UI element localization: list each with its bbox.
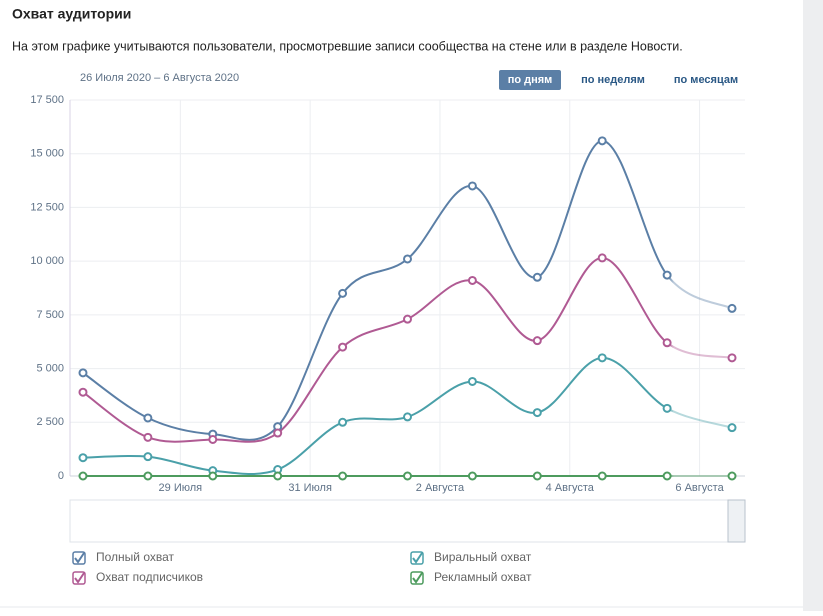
point: [662, 270, 672, 280]
point: [143, 452, 153, 462]
subtitle: На этом графике учитываются пользователи…: [12, 39, 683, 53]
button[interactable]: по месяцам: [674, 74, 738, 86]
navigator-window[interactable]: [727, 499, 746, 543]
x-tick-label: 4 Августа: [546, 482, 595, 494]
point: [662, 471, 672, 481]
y-tick-label: 0: [58, 470, 64, 482]
point: [78, 471, 88, 481]
point: [662, 338, 672, 348]
legend-label: Виральный охват: [434, 550, 532, 564]
button[interactable]: по дням: [508, 74, 553, 86]
legend-label: Охват подписчиков: [96, 570, 203, 584]
point: [403, 314, 412, 324]
point: [403, 412, 412, 422]
y-tick-label: 15 000: [30, 148, 64, 160]
date-range: 26 Июля 2020 – 6 Августа 2020: [80, 72, 239, 84]
x-tick-label: 29 Июля: [159, 482, 203, 494]
point: [208, 434, 218, 444]
point: [532, 471, 542, 481]
legend-check: [412, 552, 423, 564]
point: [597, 253, 607, 263]
point: [338, 471, 348, 481]
legend-check: [74, 572, 85, 584]
y-tick-label: 5 000: [36, 362, 64, 374]
button-active[interactable]: [499, 70, 561, 90]
point: [727, 423, 737, 433]
legend-check: [74, 552, 85, 564]
point: [597, 471, 607, 481]
point: [143, 471, 153, 481]
navigator[interactable]: [69, 499, 746, 543]
legend-check: [412, 572, 423, 584]
point: [467, 275, 477, 285]
point: [597, 136, 607, 146]
point: [338, 342, 348, 352]
point: [727, 353, 737, 363]
point: [273, 471, 283, 481]
title: Охват аудитории: [12, 6, 131, 22]
point: [727, 471, 737, 481]
x-tick-label: 31 Июля: [288, 482, 332, 494]
point: [78, 453, 88, 463]
point: [143, 413, 153, 423]
x-tick-label: 2 Августа: [416, 482, 465, 494]
point: [467, 471, 477, 481]
point: [338, 417, 348, 427]
point: [532, 336, 542, 346]
y-tick-label: 10 000: [30, 255, 64, 267]
series-line: [82, 256, 733, 443]
side-strip: [803, 0, 823, 611]
point: [78, 387, 88, 397]
point: [532, 408, 542, 418]
point: [208, 471, 218, 481]
y-tick-label: 12 500: [30, 201, 64, 213]
point: [403, 254, 412, 264]
point: [78, 368, 88, 378]
legend-label: Полный охват: [96, 550, 175, 564]
y-tick-label: 17 500: [30, 94, 64, 106]
x-tick-label: 6 Августа: [675, 482, 724, 494]
point: [467, 376, 477, 386]
y-tick-label: 2 500: [36, 416, 64, 428]
point: [273, 428, 283, 438]
point: [662, 403, 672, 413]
point: [143, 432, 153, 442]
point: [597, 353, 607, 363]
legend-label: Рекламный охват: [434, 570, 532, 584]
point: [467, 181, 477, 191]
point: [532, 272, 542, 282]
y-tick-label: 7 500: [36, 309, 64, 321]
button[interactable]: по неделям: [581, 74, 645, 86]
point: [727, 303, 737, 313]
point: [403, 471, 412, 481]
point: [338, 288, 348, 298]
